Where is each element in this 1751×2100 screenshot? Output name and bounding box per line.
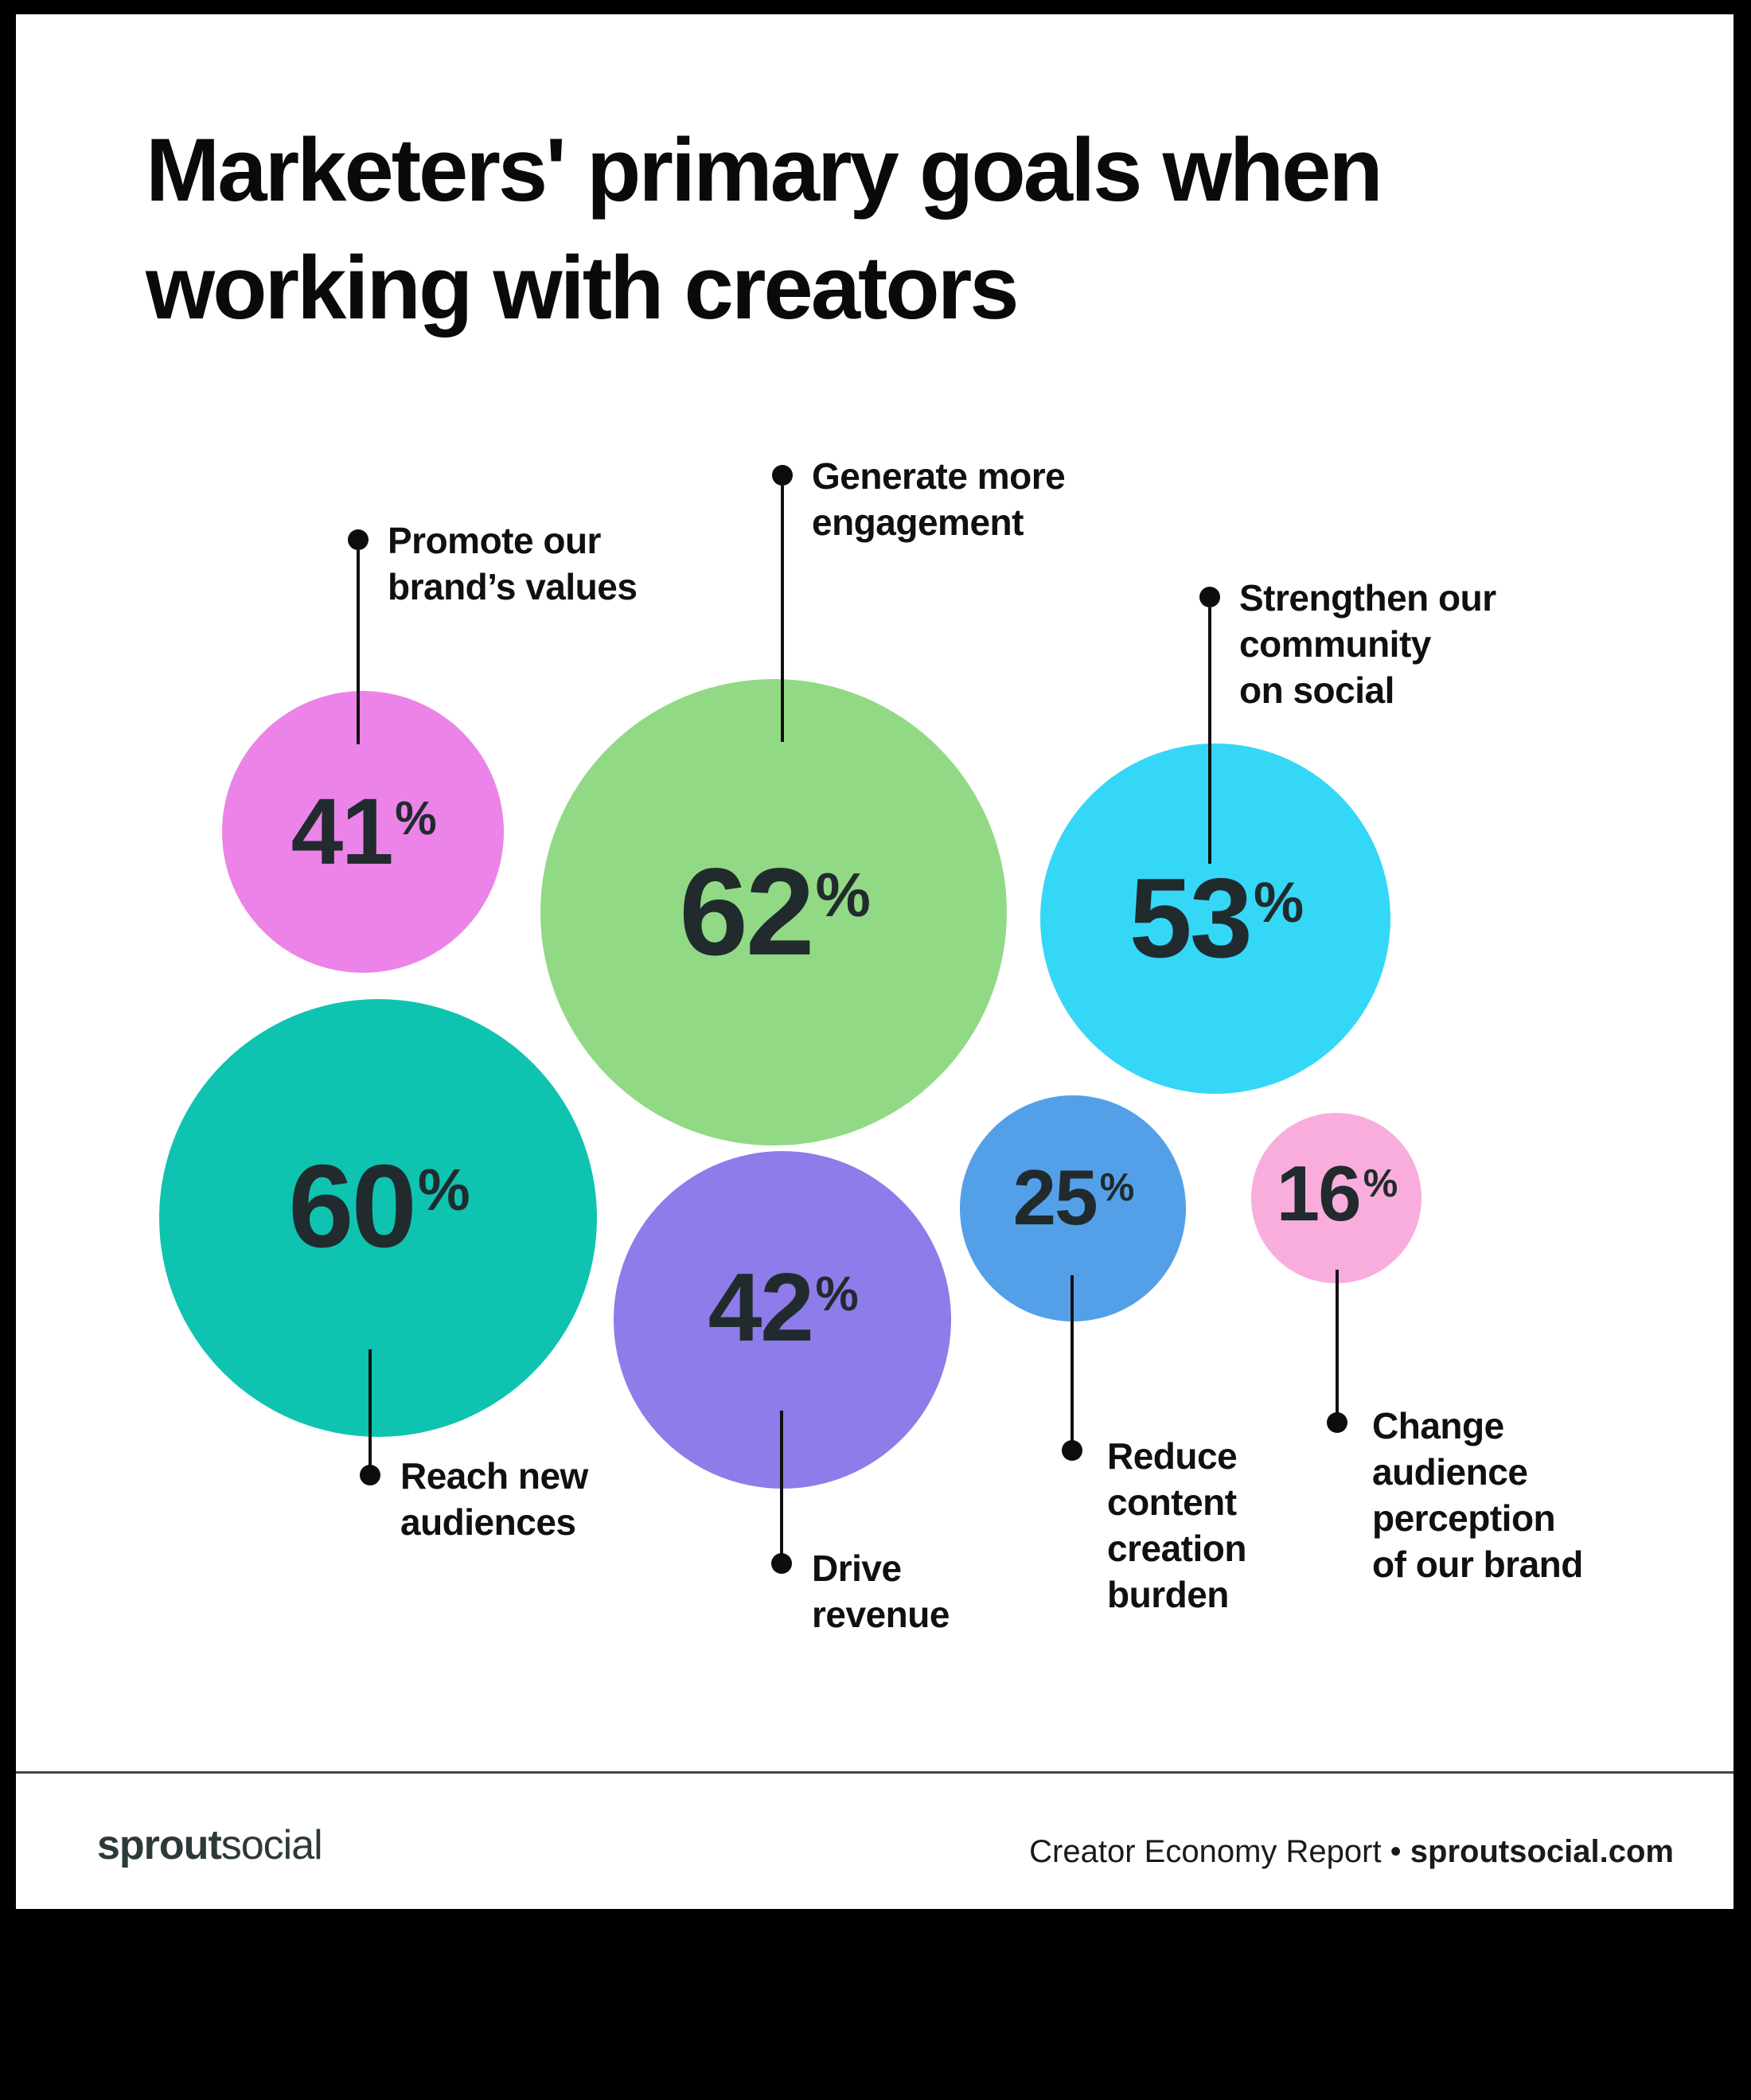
leader-line-promote — [357, 550, 360, 744]
label-reduce-burden: Reduce content creation burden — [1107, 1435, 1246, 1615]
label-generate-engagement: Generate more engagement — [812, 455, 1066, 543]
leader-dot-burden — [1062, 1440, 1082, 1461]
leader-dot-community — [1199, 587, 1220, 607]
bubble-generate-engagement: 62% — [540, 679, 1007, 1146]
leader-line-audiences — [369, 1349, 372, 1475]
leader-line-engagement — [781, 486, 784, 742]
bubble-reach-audiences: 60% — [159, 999, 597, 1437]
percent-sign: % — [1099, 1165, 1135, 1209]
percent-sign: % — [417, 1157, 470, 1224]
label-promote-brand-values: Promote our brand’s values — [388, 520, 638, 607]
percent-sign: % — [395, 792, 436, 845]
bubble-strengthen-community: 53% — [1040, 744, 1390, 1094]
leader-line-perception — [1336, 1270, 1339, 1423]
label-strengthen-community: Strengthen our community on social — [1239, 577, 1496, 711]
label-change-perception: Change audience perception of our brand — [1372, 1405, 1583, 1585]
bubble-promote-brand-values: 41% — [222, 691, 504, 973]
leader-dot-perception — [1327, 1412, 1347, 1433]
percent-sign: % — [815, 1267, 859, 1321]
leader-dot-audiences — [360, 1465, 380, 1485]
logo-sprout: sprout — [97, 1822, 222, 1868]
footer-credit: Creator Economy Report • sproutsocial.co… — [1029, 1834, 1674, 1870]
sprout-social-logo: sproutsocial — [97, 1821, 323, 1869]
bubble-value-41: 41% — [291, 779, 437, 884]
leader-dot-revenue — [771, 1553, 792, 1574]
credit-report-text: Creator Economy Report • — [1029, 1834, 1410, 1869]
bubble-value-42: 42% — [708, 1253, 859, 1361]
bubble-drive-revenue: 42% — [614, 1151, 951, 1489]
credit-site-url: sproutsocial.com — [1410, 1834, 1674, 1869]
bubble-value-25: 25% — [1012, 1153, 1135, 1241]
leader-line-burden — [1070, 1275, 1074, 1450]
footer-divider — [16, 1771, 1733, 1774]
percent-sign: % — [1253, 871, 1304, 935]
leader-line-revenue — [780, 1411, 783, 1563]
label-drive-revenue: Drive revenue — [812, 1548, 950, 1635]
bubble-value-16: 16% — [1276, 1150, 1398, 1237]
percent-sign: % — [1363, 1161, 1398, 1205]
label-reach-audiences: Reach new audiences — [400, 1455, 588, 1543]
bubble-value-60: 60% — [288, 1141, 470, 1272]
bubble-value-53: 53% — [1129, 855, 1304, 982]
page-title: Marketers' primary goals when working wi… — [146, 120, 1383, 338]
logo-social: social — [220, 1822, 323, 1868]
leader-dot-promote — [348, 529, 369, 550]
leader-dot-engagement — [772, 465, 793, 486]
bubble-change-perception: 16% — [1251, 1113, 1421, 1283]
bubble-value-62: 62% — [679, 843, 871, 982]
percent-sign: % — [815, 859, 871, 930]
leader-line-community — [1208, 607, 1211, 864]
